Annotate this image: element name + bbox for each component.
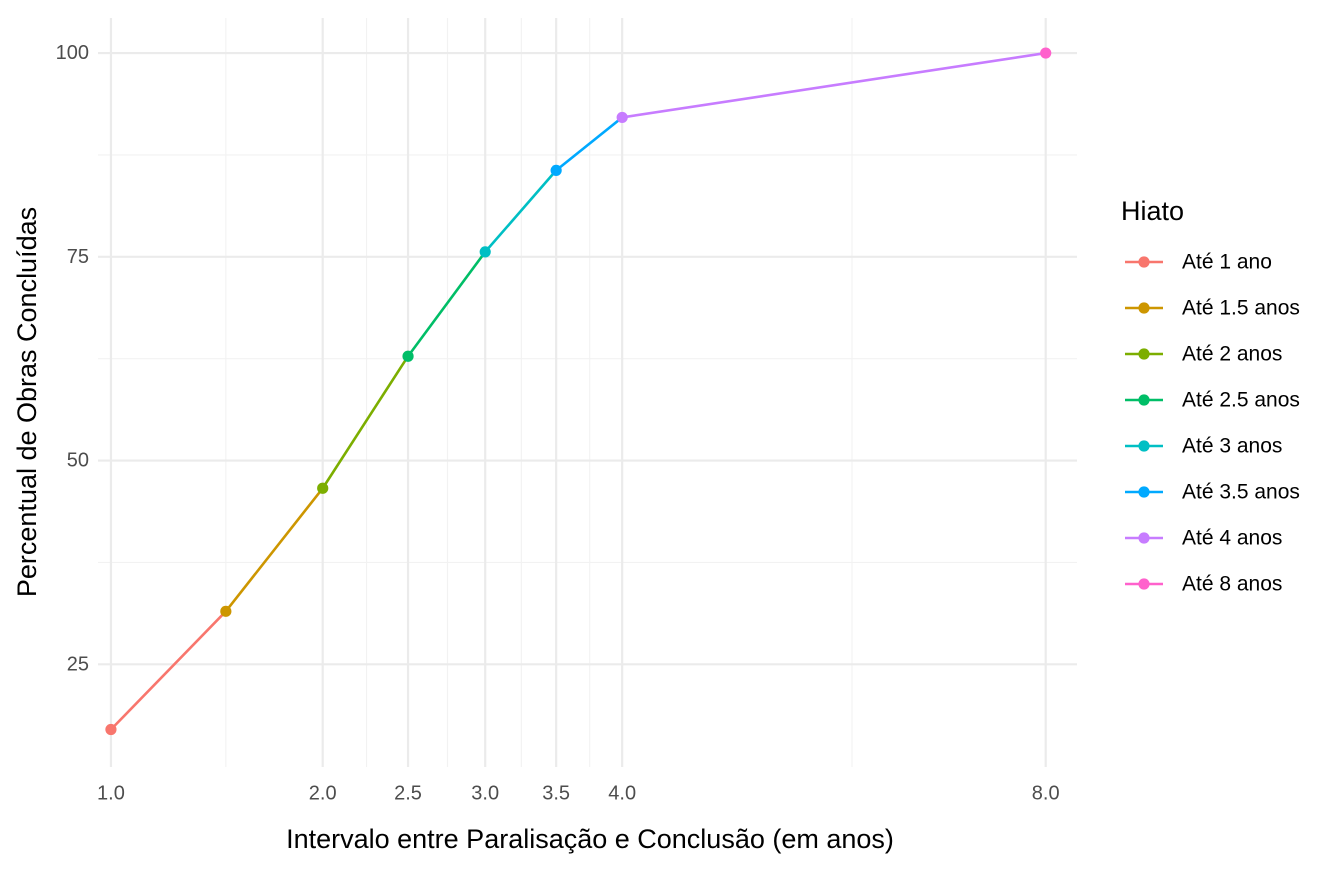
series-line-segment [555,116,623,172]
legend-title: Hiato [1121,196,1184,226]
x-tick-label: 4.0 [608,783,636,805]
legend-key-point [1138,256,1150,268]
x-tick-label: 2.0 [309,783,337,805]
y-tick-label: 75 [67,246,89,268]
data-point [616,111,628,124]
series-line-segment [110,610,227,731]
data-point [317,482,329,494]
legend-label: Até 1 ano [1182,251,1272,274]
series-line-segment [224,487,324,613]
data-point [479,246,491,258]
legend-key-point [1138,532,1150,544]
legend-label: Até 3.5 anos [1182,481,1300,504]
legend-key-point [1138,394,1150,406]
y-tick-label: 100 [56,42,89,64]
legend-key-point [1138,486,1150,498]
data-point [220,605,232,617]
series-line-segment [621,51,1046,119]
legend-item: Até 2.5 anos [1125,389,1300,412]
legend: Hiato Até 1 ano Até 1.5 anos Até 2 anos Até… [1121,196,1300,596]
series-line-segment [321,355,410,489]
x-axis-tick-labels: 1.0 2.0 2.5 3.0 3.5 4.0 8.0 [97,783,1060,805]
legend-key-point [1138,302,1150,314]
legend-label: Até 8 anos [1182,573,1282,596]
y-axis-tick-labels: 25 50 75 100 [56,42,89,675]
data-point [105,723,117,736]
y-axis-title: Percentual de Obras Concluídas [12,207,42,597]
legend-key-point [1138,348,1150,360]
legend-label: Até 4 anos [1182,527,1282,550]
legend-label: Até 2.5 anos [1182,389,1300,412]
legend-item: Até 4 anos [1125,527,1282,550]
x-tick-label: 2.5 [394,783,422,805]
y-tick-label: 25 [67,653,89,675]
y-tick-label: 50 [67,450,89,472]
legend-key-point [1138,578,1150,590]
legend-label: Até 2 anos [1182,343,1282,366]
data-point [1040,47,1052,59]
series-line-segment [407,251,487,358]
minor-grid [98,18,1077,767]
legend-item: Até 1.5 anos [1125,297,1300,320]
data-point [402,350,414,362]
legend-label: Até 1.5 anos [1182,297,1300,320]
series-points [105,47,1052,736]
x-axis-title: Intervalo entre Paralisação e Conclusão … [286,824,894,854]
major-grid [98,18,1077,767]
legend-item: Até 8 anos [1125,573,1282,596]
legend-item: Até 3.5 anos [1125,481,1300,504]
series-line-segment [484,169,558,253]
x-tick-label: 3.0 [471,783,499,805]
legend-item: Até 1 ano [1125,251,1272,274]
legend-item: Até 3 anos [1125,435,1282,458]
data-point [550,164,562,177]
x-tick-label: 8.0 [1032,783,1060,805]
x-tick-label: 1.0 [97,783,125,805]
legend-key-point [1138,440,1150,452]
legend-item: Até 2 anos [1125,343,1282,366]
x-tick-label: 3.5 [542,783,570,805]
legend-label: Até 3 anos [1182,435,1282,458]
series-lines [110,51,1046,731]
